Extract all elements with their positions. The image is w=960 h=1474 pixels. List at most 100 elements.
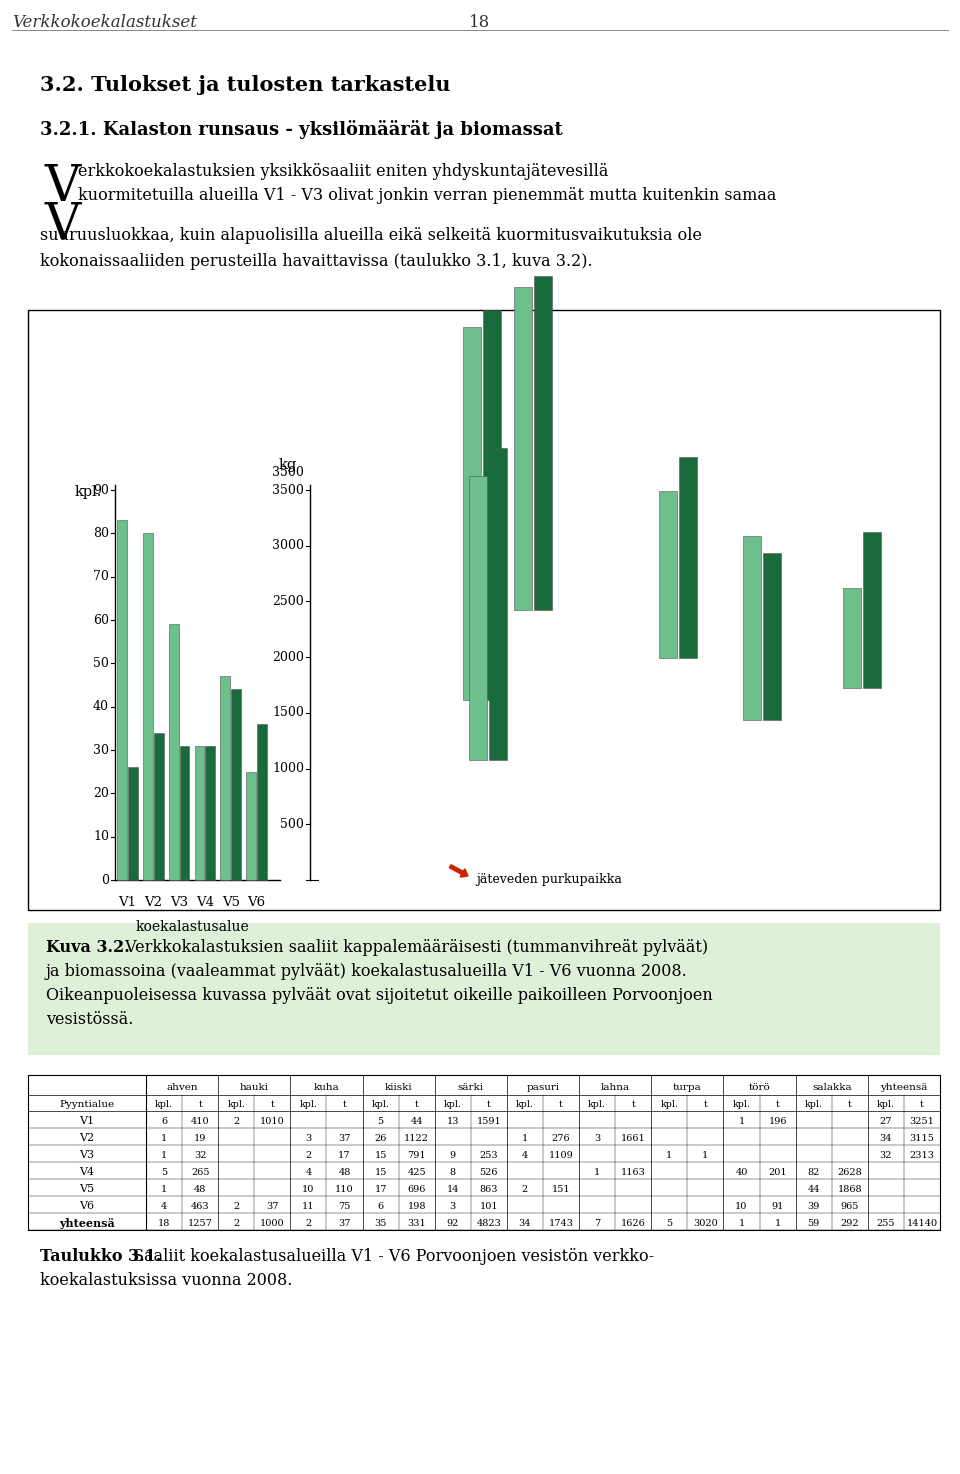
Text: 0: 0 xyxy=(101,874,109,886)
Text: ahven: ahven xyxy=(166,1082,198,1092)
Text: 101: 101 xyxy=(480,1201,498,1210)
Bar xyxy=(514,287,532,610)
Text: 3500: 3500 xyxy=(272,466,304,479)
Bar xyxy=(29,1111,939,1128)
Bar xyxy=(195,746,204,880)
Text: 37: 37 xyxy=(338,1134,350,1142)
Bar xyxy=(29,1213,939,1229)
Text: 13: 13 xyxy=(446,1117,459,1126)
Text: V: V xyxy=(44,200,80,251)
Text: salakka: salakka xyxy=(812,1082,852,1092)
Text: t: t xyxy=(776,1100,780,1108)
Text: 1109: 1109 xyxy=(549,1151,573,1160)
Text: kuha: kuha xyxy=(314,1082,339,1092)
Text: t: t xyxy=(199,1100,202,1108)
Text: 3.2.1. Kalaston runsaus - yksilömäärät ja biomassat: 3.2.1. Kalaston runsaus - yksilömäärät j… xyxy=(40,119,563,139)
Text: 18: 18 xyxy=(469,13,491,31)
Bar xyxy=(29,1145,939,1162)
Text: 425: 425 xyxy=(407,1167,426,1176)
Bar xyxy=(180,746,189,880)
Text: 2: 2 xyxy=(233,1117,239,1126)
Text: 40: 40 xyxy=(735,1167,748,1176)
Text: 1591: 1591 xyxy=(476,1117,501,1126)
Text: 410: 410 xyxy=(191,1117,209,1126)
Text: 37: 37 xyxy=(266,1201,278,1210)
Text: Saaliit koekalastusalueilla V1 - V6 Porvoonjoen vesistön verkko-: Saaliit koekalastusalueilla V1 - V6 Porv… xyxy=(128,1248,654,1265)
Text: 331: 331 xyxy=(407,1219,426,1228)
Text: 1626: 1626 xyxy=(621,1219,646,1228)
Text: 48: 48 xyxy=(194,1185,206,1194)
Bar xyxy=(169,625,179,880)
Text: 1868: 1868 xyxy=(837,1185,862,1194)
Text: kpl.: kpl. xyxy=(516,1100,534,1108)
Text: 1: 1 xyxy=(738,1219,745,1228)
Text: V2: V2 xyxy=(144,896,162,909)
Bar xyxy=(659,491,677,657)
Text: Taulukko 3.1.: Taulukko 3.1. xyxy=(40,1248,161,1265)
Text: 3020: 3020 xyxy=(693,1219,718,1228)
Text: V6: V6 xyxy=(80,1201,95,1212)
Text: törö: törö xyxy=(749,1082,771,1092)
Text: 34: 34 xyxy=(518,1219,531,1228)
Text: 26: 26 xyxy=(374,1134,387,1142)
Text: V3: V3 xyxy=(170,896,188,909)
Text: 1257: 1257 xyxy=(188,1219,212,1228)
Text: 11: 11 xyxy=(302,1201,315,1210)
Text: 32: 32 xyxy=(879,1151,892,1160)
Text: 15: 15 xyxy=(374,1151,387,1160)
Text: t: t xyxy=(415,1100,419,1108)
Text: 90: 90 xyxy=(93,483,109,497)
Text: 37: 37 xyxy=(338,1219,350,1228)
Text: 70: 70 xyxy=(93,570,109,584)
Bar xyxy=(29,1128,939,1145)
Text: V5: V5 xyxy=(222,896,240,909)
Text: 14: 14 xyxy=(446,1185,459,1194)
Bar xyxy=(28,310,940,909)
Bar xyxy=(469,476,487,761)
Text: 4: 4 xyxy=(161,1201,167,1210)
Text: 18: 18 xyxy=(157,1219,170,1228)
Text: 44: 44 xyxy=(411,1117,423,1126)
Text: 201: 201 xyxy=(768,1167,787,1176)
Text: 1: 1 xyxy=(161,1151,167,1160)
Text: turpa: turpa xyxy=(673,1082,702,1092)
Text: t: t xyxy=(920,1100,924,1108)
Text: Kuva 3.2.: Kuva 3.2. xyxy=(46,939,130,957)
Text: 75: 75 xyxy=(338,1201,350,1210)
Text: 30: 30 xyxy=(93,743,109,756)
Text: 2500: 2500 xyxy=(273,595,304,607)
Bar xyxy=(843,588,861,688)
Bar xyxy=(246,772,256,880)
Text: 1661: 1661 xyxy=(621,1134,646,1142)
Bar xyxy=(489,448,507,761)
Text: kpl.: kpl. xyxy=(300,1100,318,1108)
Text: 3000: 3000 xyxy=(272,539,304,553)
Text: 1: 1 xyxy=(594,1167,600,1176)
Text: 3115: 3115 xyxy=(909,1134,934,1142)
Text: pasuri: pasuri xyxy=(526,1082,560,1092)
Text: 32: 32 xyxy=(194,1151,206,1160)
Bar xyxy=(863,532,881,688)
Bar xyxy=(205,746,215,880)
Text: hauki: hauki xyxy=(240,1082,269,1092)
Text: V3: V3 xyxy=(80,1150,95,1160)
Text: 60: 60 xyxy=(93,613,109,626)
Text: erkkokoekalastuksien yksikkösaaliit eniten yhdyskuntajätevesillä: erkkokoekalastuksien yksikkösaaliit enit… xyxy=(78,164,609,180)
Text: 526: 526 xyxy=(480,1167,498,1176)
Text: 1: 1 xyxy=(161,1134,167,1142)
Text: 50: 50 xyxy=(93,657,109,669)
Text: 27: 27 xyxy=(879,1117,892,1126)
Text: kg: kg xyxy=(278,458,298,472)
Text: kpl.: kpl. xyxy=(156,1100,173,1108)
Text: V4: V4 xyxy=(196,896,214,909)
Text: V1: V1 xyxy=(118,896,136,909)
Text: 6: 6 xyxy=(161,1117,167,1126)
Text: koekalastuksissa vuonna 2008.: koekalastuksissa vuonna 2008. xyxy=(40,1272,293,1288)
Text: kpl.: kpl. xyxy=(732,1100,751,1108)
Text: 82: 82 xyxy=(807,1167,820,1176)
Text: 198: 198 xyxy=(407,1201,426,1210)
Bar xyxy=(154,733,163,880)
Bar xyxy=(483,310,501,700)
Text: 255: 255 xyxy=(876,1219,895,1228)
Text: 59: 59 xyxy=(807,1219,820,1228)
